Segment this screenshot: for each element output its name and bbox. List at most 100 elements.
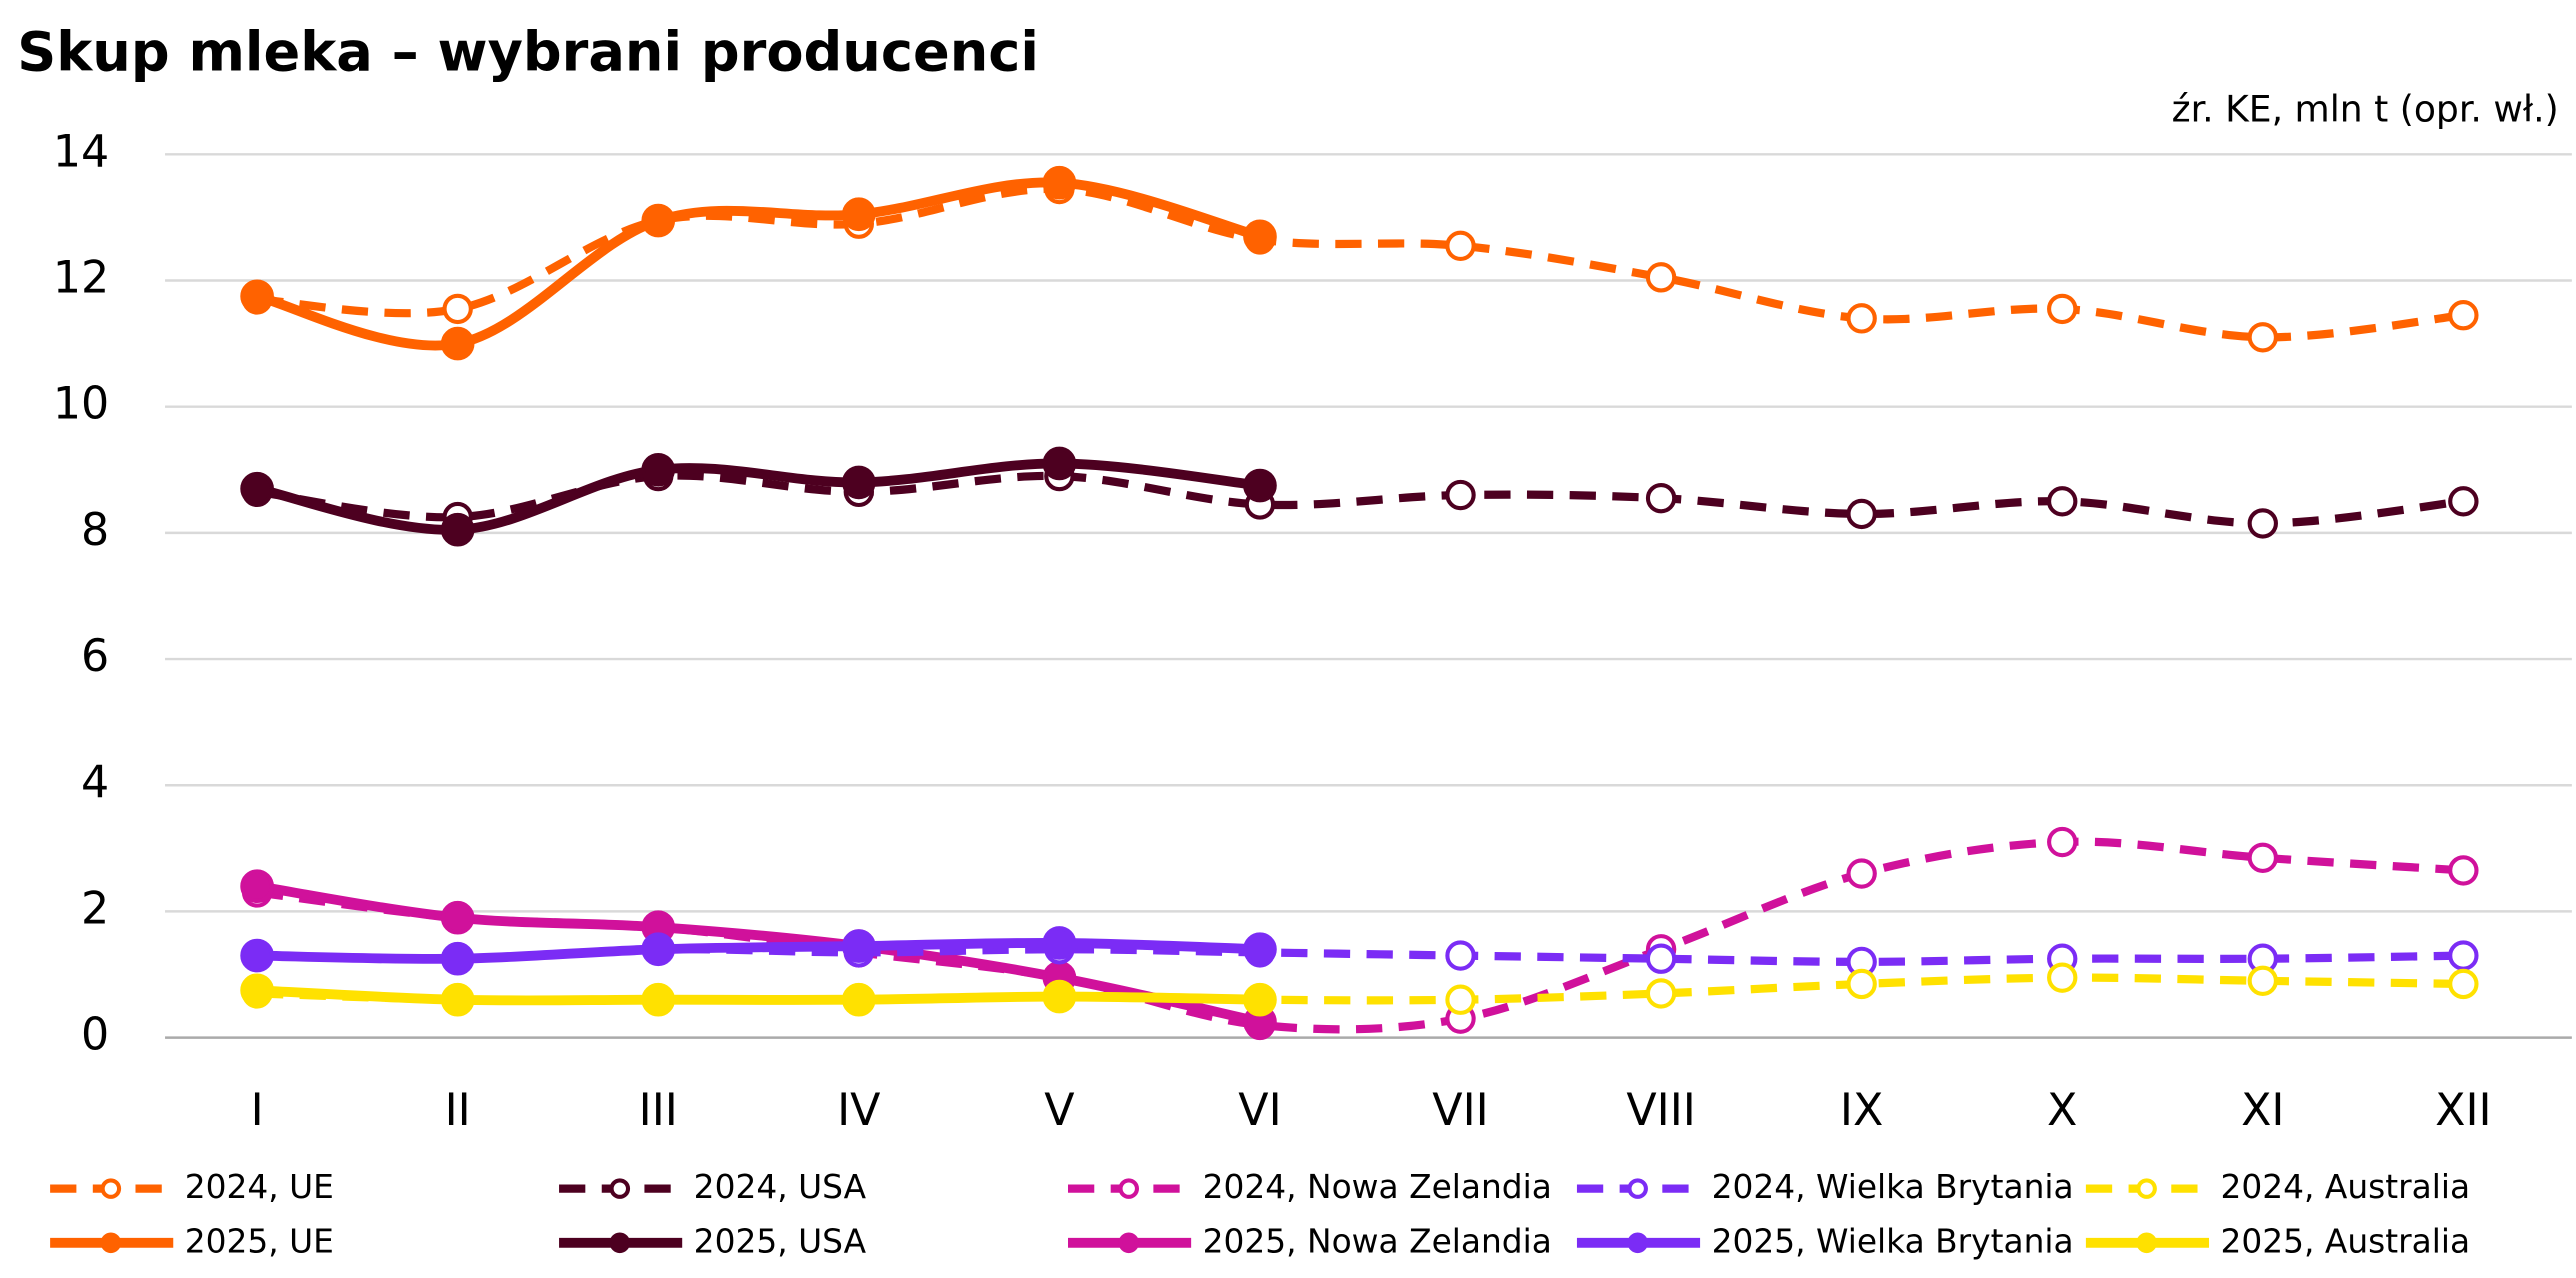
legend-label: 2025, Wielka Brytania [1712, 1222, 2074, 1260]
legend-marker [100, 1232, 122, 1254]
point [2247, 322, 2278, 353]
point [1846, 303, 1877, 334]
point [240, 869, 274, 903]
series-line [257, 937, 1261, 964]
point [440, 900, 475, 935]
point [2047, 962, 2078, 993]
point [1645, 978, 1677, 1009]
point [442, 293, 473, 325]
series-line [256, 881, 1262, 1027]
point [1243, 932, 1277, 967]
point [841, 982, 876, 1017]
x-tick-label: VIII [1626, 1085, 1696, 1136]
y-tick-label: 12 [53, 253, 109, 304]
legend-marker [1627, 1232, 1648, 1254]
point [641, 452, 676, 487]
series-line [256, 471, 2464, 528]
point [1846, 968, 1877, 1000]
chart-subtitle: źr. KE, mln t (opr. wł.) [2172, 88, 2559, 131]
point [1445, 230, 1476, 261]
point [1042, 979, 1077, 1014]
point [1645, 482, 1677, 514]
point [440, 326, 475, 361]
legend-label: 2025, UE [185, 1222, 334, 1260]
legend-marker [1627, 1178, 1648, 1199]
x-tick-label: V [1044, 1085, 1074, 1136]
point [1243, 219, 1277, 254]
series-line [255, 177, 1262, 351]
point [641, 982, 676, 1017]
x-tick-label: X [2047, 1085, 2077, 1136]
x-tick-label: III [639, 1085, 678, 1136]
legend-marker [1118, 1178, 1140, 1199]
point [841, 929, 876, 963]
point [240, 973, 274, 1008]
point [1445, 984, 1476, 1015]
point [1042, 446, 1077, 481]
point [1645, 943, 1677, 974]
legend-label: 2025, USA [694, 1222, 867, 1260]
legend-label: 2025, Australia [2221, 1222, 2471, 1260]
legend-marker [609, 1232, 631, 1254]
point [841, 465, 876, 500]
point [2448, 486, 2479, 517]
point [1846, 498, 1877, 530]
point [1445, 940, 1476, 971]
legend-marker [2136, 1178, 2157, 1199]
x-tick-label: I [251, 1085, 264, 1136]
point [440, 982, 475, 1017]
x-tick-label: IV [837, 1085, 880, 1136]
y-tick-label: 14 [53, 126, 109, 177]
point [240, 938, 274, 973]
legend-label: 2025, Nowa Zelandia [1203, 1222, 1552, 1260]
y-tick-label: 0 [81, 1010, 109, 1061]
x-tick-label: VI [1238, 1085, 1281, 1136]
point [2448, 940, 2479, 971]
series-line [256, 458, 1261, 535]
chart-title: Skup mleka – wybrani producenci [17, 20, 1039, 83]
point [641, 932, 676, 967]
point [1243, 982, 1277, 1017]
legend-label: 2024, Wielka Brytania [1712, 1168, 2074, 1206]
y-tick-label: 8 [81, 505, 109, 556]
legend-label: 2024, Nowa Zelandia [1203, 1168, 1552, 1206]
point [1645, 262, 1677, 293]
legend-marker [2136, 1232, 2157, 1254]
point [240, 471, 274, 506]
legend-label: 2024, UE [185, 1168, 334, 1206]
point [2247, 842, 2278, 873]
point [240, 279, 274, 314]
legend-label: 2024, Australia [2221, 1168, 2471, 1206]
point [2247, 965, 2278, 996]
y-tick-label: 6 [81, 631, 109, 682]
x-tick-label: VII [1432, 1085, 1488, 1136]
point [1846, 858, 1877, 889]
point [2247, 508, 2278, 539]
y-tick-label: 10 [53, 379, 109, 430]
x-tick-label: IX [1840, 1085, 1883, 1136]
y-tick-label: 2 [81, 883, 109, 934]
series-line [256, 985, 1261, 1006]
point [641, 203, 676, 238]
point [2448, 968, 2479, 1000]
point [2047, 293, 2078, 325]
point [1243, 468, 1277, 503]
legend-marker [609, 1178, 631, 1199]
point [2448, 300, 2479, 331]
legend-label: 2024, USA [694, 1168, 867, 1206]
series-line [256, 837, 2464, 1034]
point [2047, 826, 2078, 858]
y-tick-label: 4 [81, 757, 109, 808]
point [1042, 926, 1077, 960]
x-tick-label: II [445, 1085, 471, 1136]
point [440, 512, 475, 547]
point [2047, 486, 2078, 517]
point [841, 197, 876, 232]
x-tick-label: XII [2435, 1085, 2492, 1136]
point [1445, 479, 1476, 511]
legend-marker [100, 1178, 122, 1199]
point [1042, 165, 1077, 200]
x-tick-label: XI [2241, 1085, 2284, 1136]
